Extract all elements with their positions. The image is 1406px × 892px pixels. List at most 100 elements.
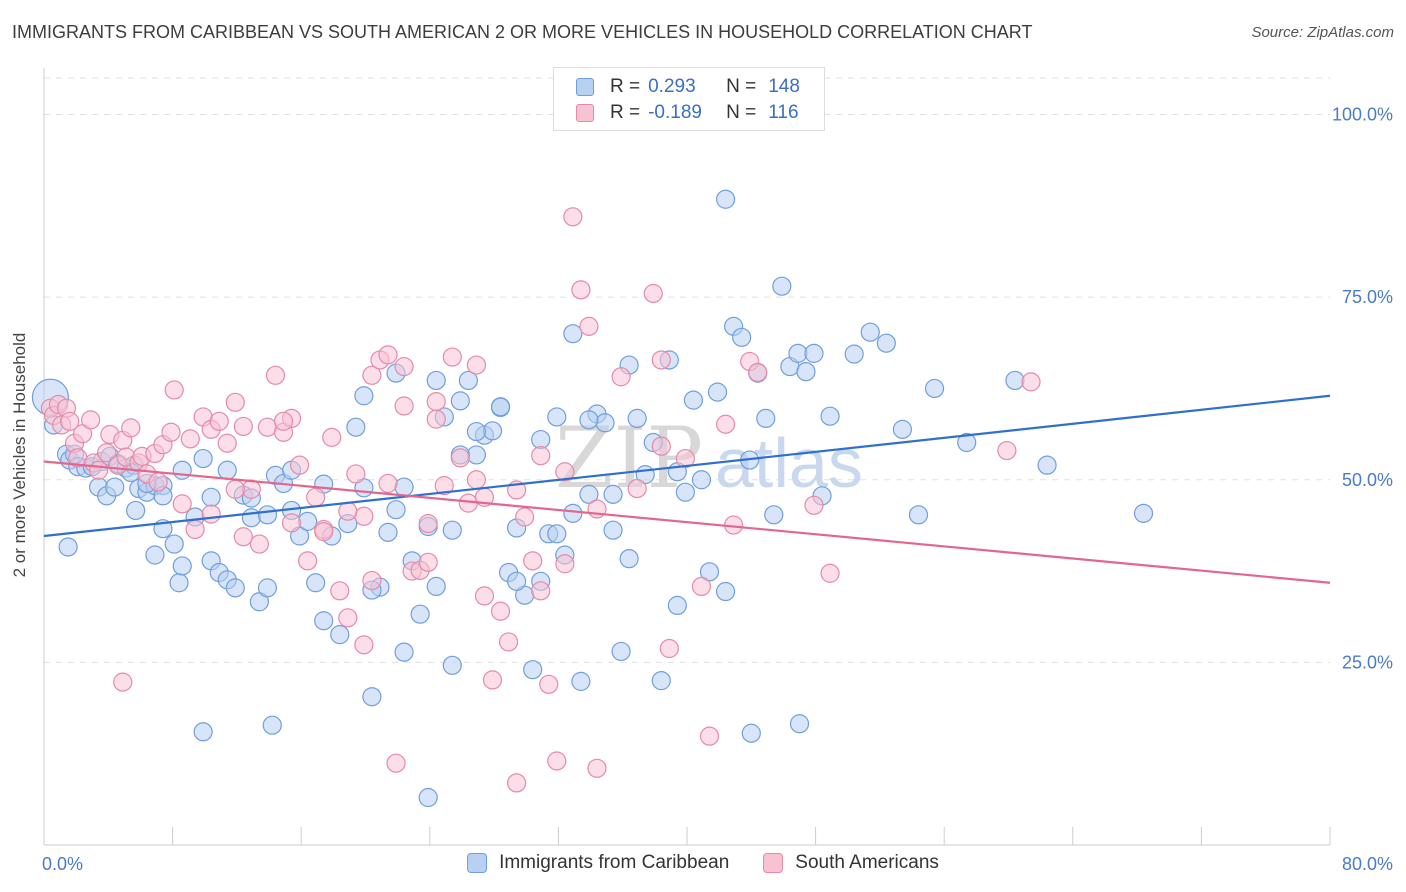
data-point (523, 660, 543, 680)
legend-item-south-americans[interactable]: South Americans (763, 852, 939, 874)
legend-swatch-pink (763, 853, 784, 873)
data-point (273, 411, 294, 431)
data-point (699, 726, 720, 746)
data-point (306, 573, 326, 593)
data-point (563, 324, 583, 344)
data-point (651, 350, 671, 370)
data-point (225, 578, 245, 598)
data-point (394, 477, 414, 497)
data-point (796, 362, 816, 382)
data-point (172, 556, 192, 576)
data-point (788, 343, 808, 363)
data-point (539, 674, 559, 694)
data-point (233, 416, 253, 437)
data-point (507, 773, 527, 793)
data-point (60, 411, 80, 431)
trend-lines (43, 394, 1331, 584)
data-point (172, 494, 192, 514)
data-point (105, 477, 125, 497)
data-point (262, 715, 282, 735)
data-point (924, 378, 945, 399)
data-point (225, 392, 245, 412)
data-point (330, 581, 350, 601)
x-tick-label: 80.0% (1342, 854, 1393, 874)
watermark-atlas: atlas (715, 424, 863, 502)
legend-item-caribbean[interactable]: Immigrants from Caribbean (467, 852, 729, 874)
data-point (507, 571, 527, 591)
data-point (386, 753, 406, 773)
data-point (715, 189, 736, 209)
data-point (531, 446, 551, 466)
data-point (547, 524, 567, 544)
data-point (418, 552, 438, 572)
data-point (531, 581, 551, 601)
data-point (410, 604, 430, 624)
data-point (876, 333, 896, 353)
data-point (482, 670, 503, 690)
data-point (426, 576, 446, 597)
source-label: Source: ZipAtlas.com (1251, 24, 1394, 41)
data-point (908, 505, 929, 525)
data-point (450, 448, 470, 468)
data-point (563, 503, 583, 523)
data-point (683, 390, 704, 410)
data-point (892, 419, 913, 439)
data-point (691, 576, 712, 597)
data-point (298, 551, 318, 571)
data-point (555, 462, 575, 482)
data-point (619, 549, 639, 569)
data-point (169, 573, 189, 593)
n-label: N = (726, 76, 757, 97)
data-point (241, 479, 261, 499)
data-point (145, 545, 165, 565)
data-point (571, 280, 591, 300)
data-point (298, 511, 318, 531)
data-point (193, 722, 213, 742)
data-point (386, 500, 406, 520)
data-point (81, 410, 101, 430)
data-point (362, 365, 382, 385)
data-point (820, 406, 840, 426)
axes (43, 68, 1331, 846)
data-point (164, 534, 184, 554)
r-label: R = (610, 102, 641, 123)
data-point (523, 551, 543, 571)
data-point (354, 386, 374, 406)
data-point (466, 421, 487, 442)
data-point (394, 642, 414, 662)
data-point (426, 392, 446, 412)
data-point (675, 448, 695, 469)
data-point (426, 370, 446, 391)
data-point (265, 365, 286, 385)
data-point (715, 581, 736, 602)
data-point (643, 283, 663, 304)
data-point (442, 655, 462, 675)
legend-swatch-pink (576, 104, 594, 122)
data-point (659, 638, 679, 659)
data-point (997, 440, 1017, 461)
data-point (209, 411, 229, 431)
gridlines (44, 77, 1330, 663)
trend-line-caribbean (43, 394, 1331, 538)
stats-row-south-american: R = -0.189 N = 116 (576, 102, 799, 124)
data-point (490, 397, 511, 417)
chart-title: IMMIGRANTS FROM CARIBBEAN VS SOUTH AMERI… (12, 22, 1033, 42)
data-point (185, 519, 205, 540)
data-point (426, 409, 446, 429)
data-point (354, 635, 374, 655)
data-point (579, 484, 599, 504)
data-point (699, 562, 720, 582)
data-point (217, 460, 237, 480)
data-point (498, 632, 519, 652)
data-point (314, 522, 334, 542)
data-point (306, 487, 326, 507)
data-point (611, 367, 631, 387)
series-south-american-points (40, 207, 1041, 793)
data-point (789, 714, 810, 734)
data-point (58, 537, 78, 557)
data-point (611, 641, 631, 662)
data-point (515, 507, 535, 527)
data-point (450, 391, 470, 411)
data-point (732, 327, 752, 347)
data-point (804, 343, 824, 363)
